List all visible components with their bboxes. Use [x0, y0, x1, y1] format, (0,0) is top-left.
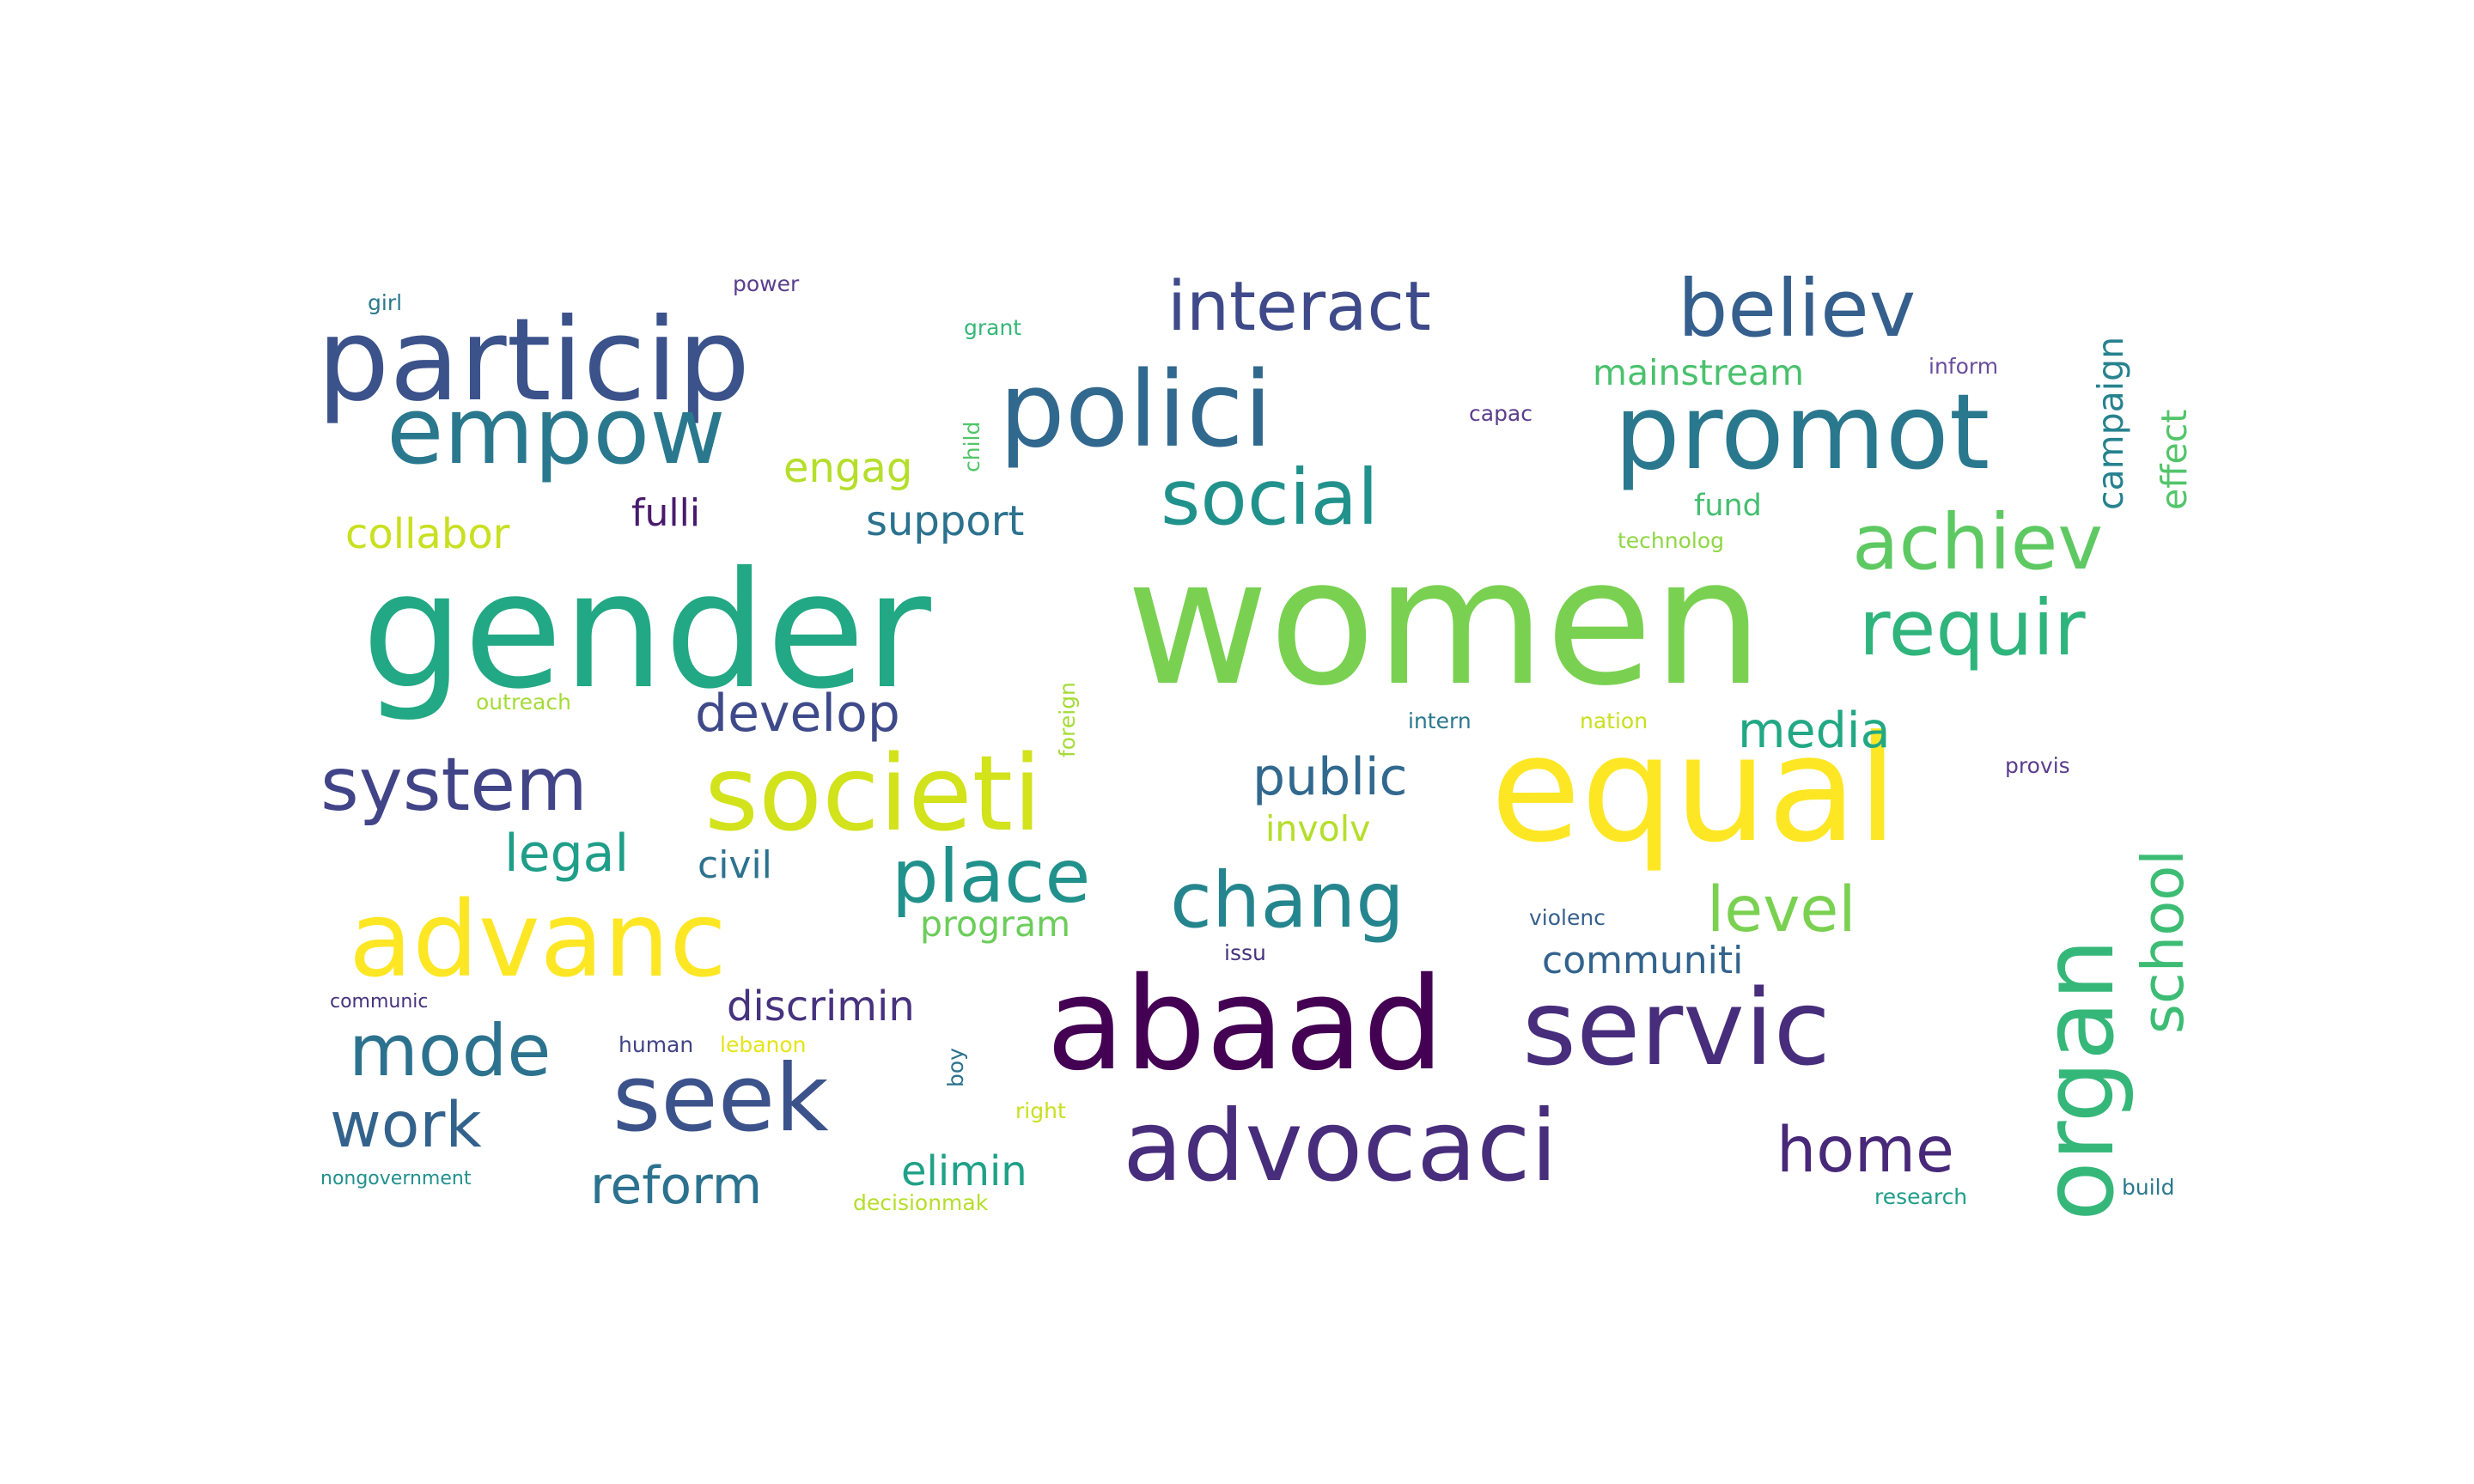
word-particip: particip — [317, 295, 751, 427]
word-public: public — [1252, 747, 1408, 807]
word-outreach: outreach — [476, 690, 571, 715]
word-boy: boy — [943, 1048, 968, 1087]
word-right: right — [1015, 1098, 1066, 1123]
word-servic: servic — [1522, 968, 1831, 1089]
word-build: build — [2122, 1175, 2175, 1200]
word-place: place — [892, 834, 1091, 920]
word-engag: engag — [783, 444, 913, 492]
word-mode: mode — [349, 1009, 551, 1092]
word-foreign: foreign — [1055, 682, 1080, 757]
word-child: child — [960, 421, 984, 472]
word-girl: girl — [368, 290, 403, 315]
word-work: work — [330, 1089, 482, 1162]
word-social: social — [1161, 453, 1379, 542]
word-societi: societi — [704, 733, 1042, 855]
word-lebanon: lebanon — [720, 1032, 807, 1057]
word-mainstream: mainstream — [1593, 352, 1805, 393]
word-communic: communic — [330, 991, 429, 1013]
word-school: school — [2130, 849, 2197, 1034]
word-abaad: abaad — [1046, 951, 1445, 1099]
word-decisionmak: decisionmak — [853, 1190, 989, 1215]
word-achiev: achiev — [1852, 497, 2104, 587]
word-technolog: technolog — [1618, 528, 1725, 553]
word-advocaci: advocaci — [1123, 1089, 1558, 1203]
word-media: media — [1738, 702, 1891, 759]
word-home: home — [1776, 1114, 1954, 1187]
word-fulli: fulli — [631, 491, 701, 535]
word-program: program — [920, 903, 1071, 945]
word-civil: civil — [698, 843, 772, 887]
word-violenc: violenc — [1529, 905, 1606, 930]
word-believ: believ — [1678, 263, 1916, 355]
word-effect: effect — [2154, 409, 2195, 510]
word-seek: seek — [612, 1045, 829, 1153]
word-inform: inform — [1929, 354, 1999, 379]
word-organ: organ — [2021, 938, 2136, 1221]
word-reform: reform — [590, 1156, 763, 1216]
word-elimin: elimin — [901, 1147, 1027, 1195]
word-power: power — [733, 271, 800, 296]
word-legal: legal — [504, 824, 630, 884]
word-provis: provis — [2005, 753, 2070, 778]
word-nation: nation — [1580, 709, 1648, 733]
word-communiti: communiti — [1542, 939, 1744, 982]
word-develop: develop — [695, 684, 900, 744]
word-interact: interact — [1167, 267, 1431, 346]
word-chang: chang — [1170, 855, 1405, 945]
word-involv: involv — [1265, 808, 1371, 849]
word-gender: gender — [362, 538, 931, 725]
word-issu: issu — [1224, 940, 1266, 965]
word-collabor: collabor — [345, 510, 510, 558]
word-capac: capac — [1469, 401, 1533, 426]
word-polici: polici — [999, 350, 1273, 471]
word-discrimin: discrimin — [727, 982, 915, 1031]
word-research: research — [1874, 1184, 1968, 1209]
word-empow: empow — [387, 378, 726, 485]
word-grant: grant — [964, 315, 1022, 340]
word-system: system — [320, 742, 588, 828]
word-nongovernment: nongovernment — [320, 1168, 472, 1189]
word-campaign: campaign — [2090, 336, 2131, 510]
word-fund: fund — [1694, 489, 1762, 523]
word-women: women — [1126, 521, 1764, 724]
word-intern: intern — [1408, 709, 1472, 733]
word-human: human — [618, 1032, 694, 1057]
word-equal: equal — [1490, 704, 1898, 875]
word-promot: promot — [1614, 372, 1990, 493]
word-level: level — [1707, 873, 1856, 946]
word-requir: requir — [1859, 583, 2086, 672]
word-advanc: advanc — [349, 879, 727, 1000]
word-support: support — [866, 497, 1025, 545]
